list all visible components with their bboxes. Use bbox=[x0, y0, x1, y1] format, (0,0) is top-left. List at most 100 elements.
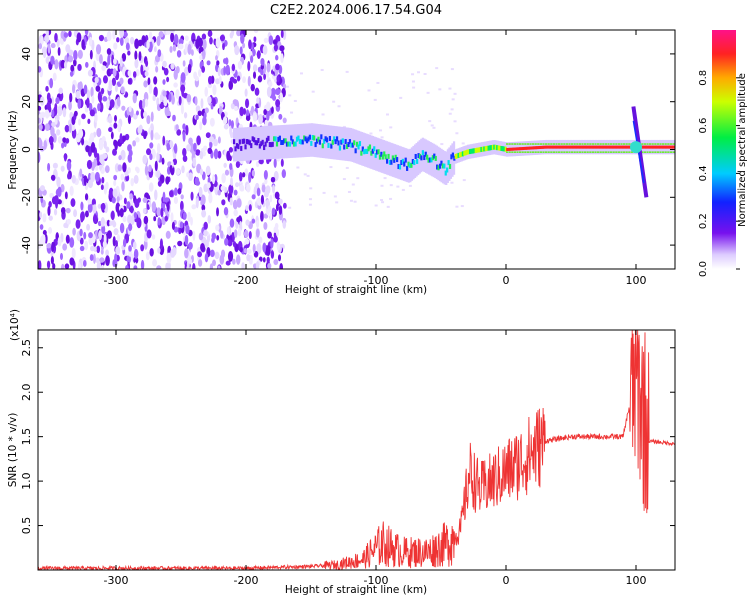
signal-core bbox=[315, 138, 319, 144]
noise-speck bbox=[180, 194, 184, 200]
noise-speck bbox=[109, 220, 113, 227]
noise-speck bbox=[455, 205, 459, 208]
noise-speck bbox=[235, 254, 241, 265]
signal-edge bbox=[651, 151, 654, 153]
noise-speck bbox=[309, 187, 313, 190]
noise-speck bbox=[187, 63, 192, 74]
noise-speck bbox=[411, 73, 415, 76]
signal-edge bbox=[662, 143, 665, 145]
noise-speck bbox=[57, 105, 63, 117]
noise-speck bbox=[123, 197, 127, 205]
signal-core bbox=[255, 140, 259, 146]
noise-speck bbox=[242, 172, 246, 178]
noise-speck bbox=[76, 32, 82, 43]
signal-edge bbox=[672, 143, 675, 145]
noise-speck bbox=[140, 244, 145, 252]
noise-speck bbox=[170, 32, 175, 43]
signal-edge bbox=[589, 151, 592, 153]
noise-speck bbox=[143, 215, 149, 225]
noise-speck bbox=[247, 61, 251, 72]
signal-core bbox=[456, 153, 459, 159]
noise-speck bbox=[97, 91, 102, 102]
noise-speck bbox=[184, 35, 189, 42]
signal-core bbox=[403, 161, 406, 167]
noise-speck bbox=[166, 142, 171, 151]
signal-core bbox=[600, 145, 603, 149]
y-tick-label: 0.5 bbox=[20, 517, 33, 535]
noise-speck bbox=[214, 251, 220, 260]
signal-edge bbox=[617, 151, 620, 153]
noise-speck bbox=[270, 250, 275, 259]
noise-speck bbox=[121, 52, 127, 62]
noise-speck bbox=[282, 117, 287, 124]
signal-core bbox=[421, 150, 424, 156]
noise-speck bbox=[211, 237, 215, 243]
signal-edge bbox=[654, 143, 657, 145]
noise-speck bbox=[89, 109, 95, 117]
spectrogram-x-ticks: -300 -200 -100 0 100 bbox=[104, 30, 647, 287]
noise-speck bbox=[228, 80, 234, 91]
noise-speck bbox=[198, 186, 203, 198]
signal-core bbox=[310, 140, 313, 146]
signal-core bbox=[599, 145, 602, 149]
signal-core bbox=[490, 145, 493, 151]
noise-speck bbox=[171, 95, 175, 105]
noise-speck bbox=[98, 164, 103, 171]
noise-speck bbox=[204, 86, 209, 97]
noise-speck bbox=[218, 222, 222, 233]
signal-edge bbox=[545, 151, 548, 153]
noise-speck bbox=[401, 188, 405, 191]
signal-core bbox=[497, 145, 500, 151]
signal-core bbox=[325, 137, 329, 143]
signal-core bbox=[494, 144, 497, 150]
signal-halo bbox=[437, 146, 440, 181]
noise-speck bbox=[81, 113, 86, 120]
noise-speck bbox=[236, 216, 241, 223]
signal-core bbox=[643, 145, 646, 149]
signal-edge bbox=[516, 143, 519, 145]
snr-x-axis-label: Height of straight line (km) bbox=[285, 584, 427, 596]
signal-core bbox=[370, 150, 373, 156]
noise-speck bbox=[96, 152, 100, 164]
noise-speck bbox=[106, 31, 112, 42]
noise-speck bbox=[39, 185, 46, 192]
noise-speck bbox=[308, 203, 312, 206]
signal-core bbox=[305, 138, 309, 144]
signal-edge bbox=[550, 151, 553, 153]
noise-speck bbox=[113, 174, 118, 181]
noise-speck bbox=[68, 100, 72, 111]
noise-speck bbox=[87, 202, 93, 213]
noise-speck bbox=[150, 111, 154, 122]
signal-core bbox=[616, 145, 619, 149]
signal-core bbox=[550, 145, 553, 149]
signal-edge bbox=[560, 151, 563, 153]
noise-speck bbox=[156, 265, 162, 269]
noise-speck bbox=[186, 94, 192, 103]
signal-core bbox=[498, 145, 502, 151]
noise-speck bbox=[62, 137, 67, 143]
noise-speck bbox=[149, 142, 154, 149]
signal-core bbox=[510, 147, 513, 151]
noise-speck bbox=[52, 72, 57, 82]
noise-speck bbox=[96, 127, 102, 138]
signal-edge bbox=[532, 151, 535, 153]
noise-speck bbox=[62, 243, 68, 251]
noise-speck bbox=[203, 145, 208, 151]
signal-core bbox=[381, 154, 384, 160]
noise-speck bbox=[67, 172, 71, 180]
signal-halo bbox=[353, 129, 356, 163]
noise-speck bbox=[229, 197, 233, 206]
noise-speck bbox=[233, 209, 238, 217]
noise-speck bbox=[209, 141, 213, 149]
noise-speck bbox=[48, 136, 54, 144]
noise-speck bbox=[116, 234, 121, 243]
signal-core bbox=[333, 136, 336, 142]
noise-speck bbox=[232, 241, 237, 248]
noise-speck bbox=[64, 124, 70, 133]
noise-speck bbox=[81, 39, 85, 50]
noise-speck bbox=[142, 154, 148, 165]
noise-speck bbox=[127, 214, 133, 225]
noise-speck bbox=[184, 248, 189, 259]
noise-speck bbox=[234, 45, 240, 56]
signal-core bbox=[441, 163, 444, 169]
